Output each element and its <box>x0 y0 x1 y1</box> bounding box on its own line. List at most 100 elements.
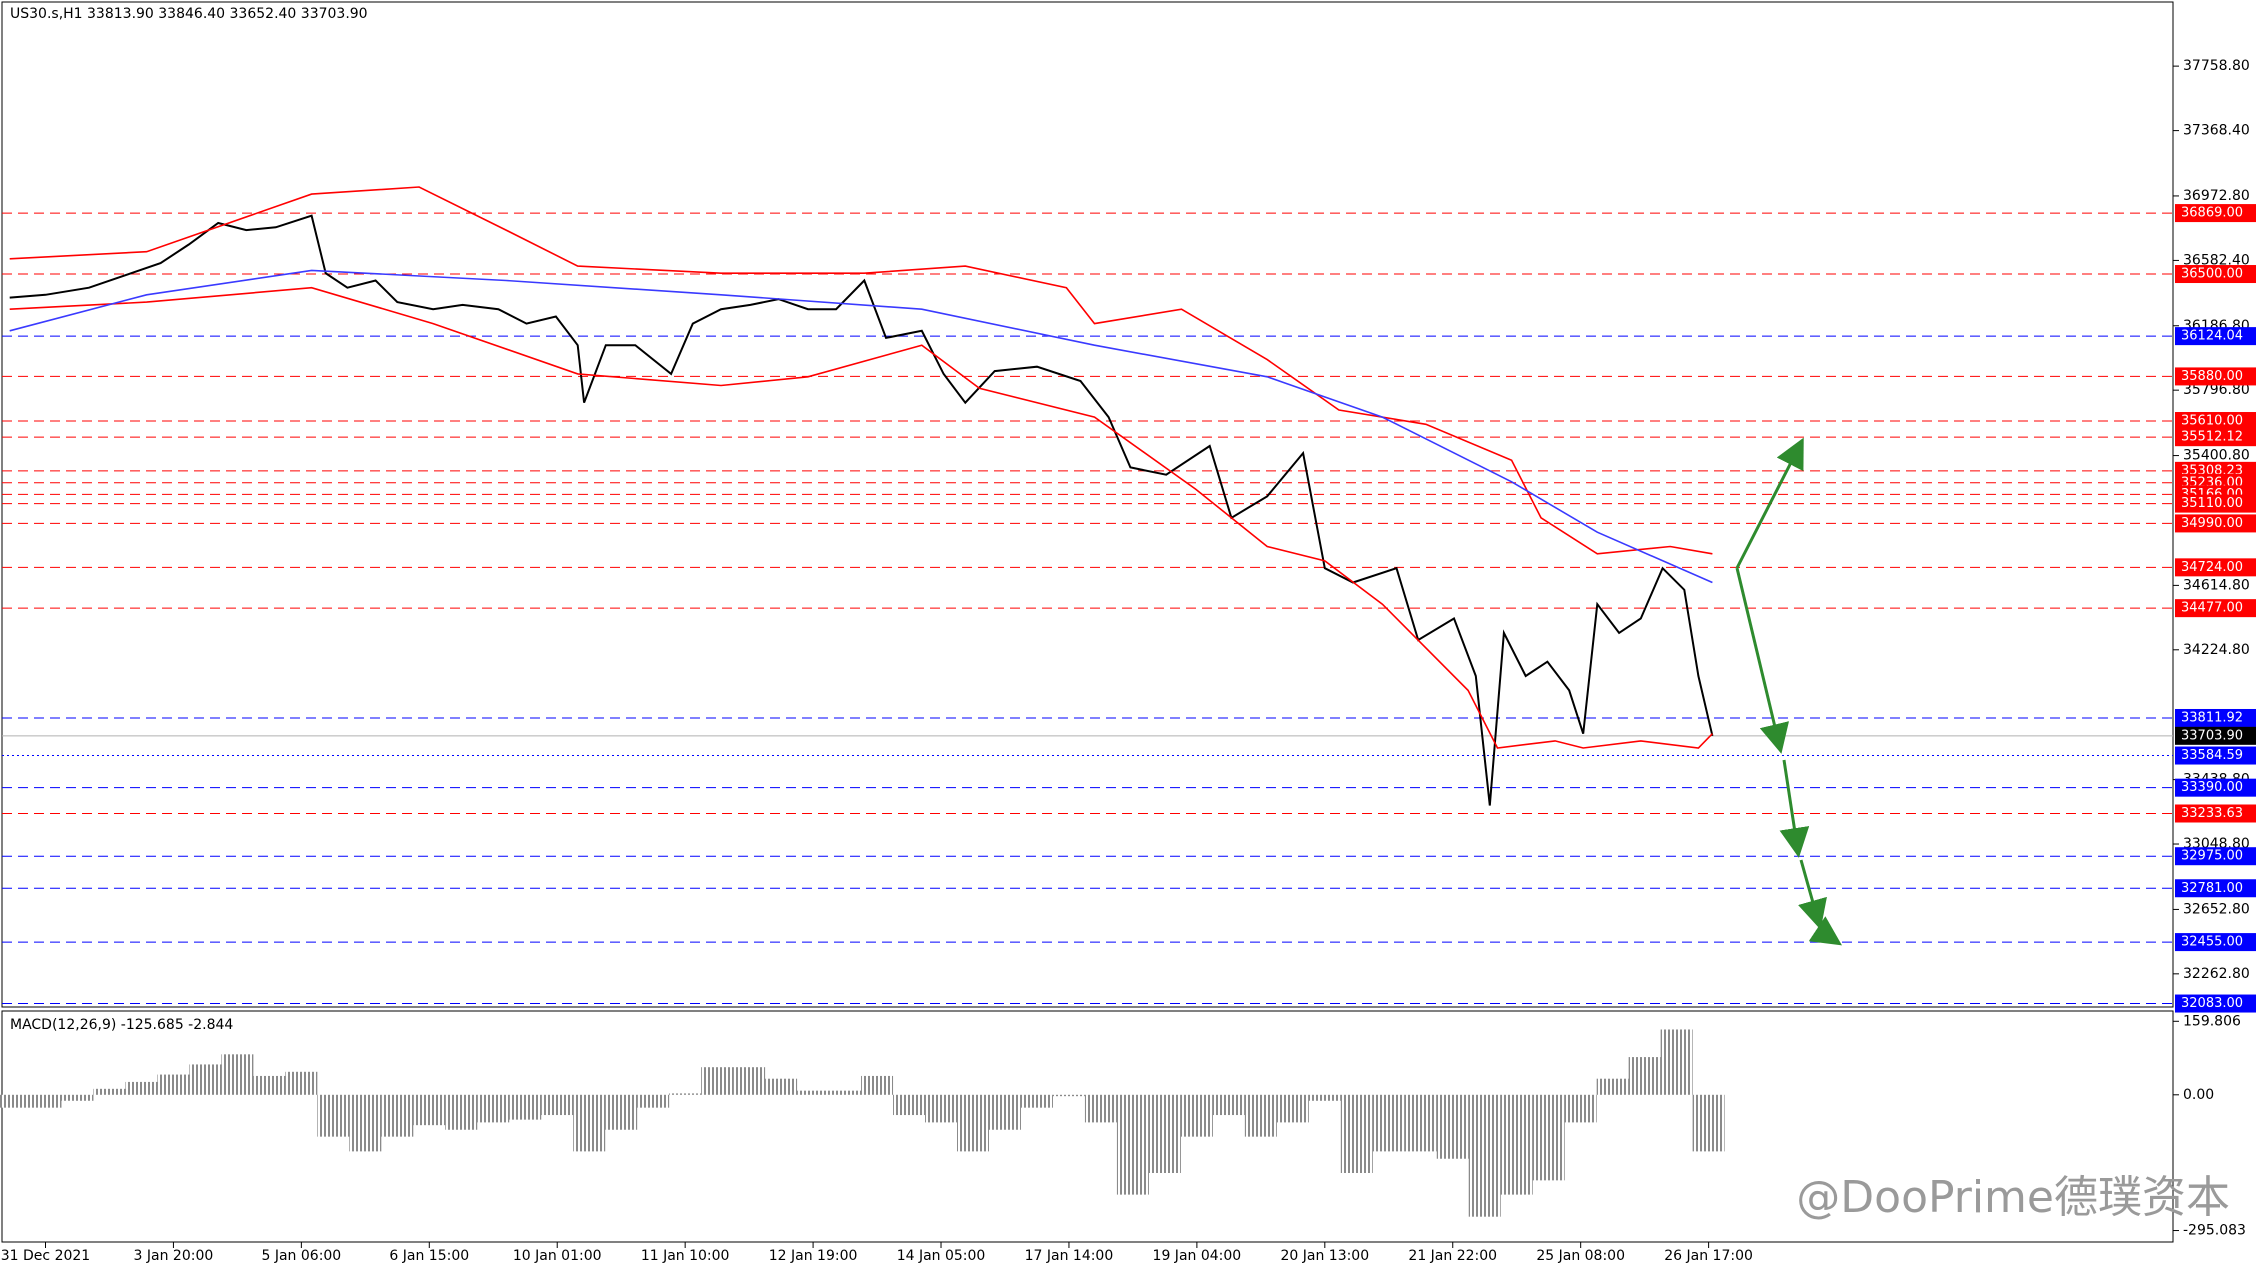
level-label-box <box>2175 804 2256 823</box>
level-label: 32781.00 <box>2181 881 2243 896</box>
macd-bar <box>573 1094 606 1152</box>
y-tick-label: 32652.80 <box>2183 901 2250 917</box>
level-label-box <box>2175 746 2256 765</box>
macd-bar <box>413 1094 446 1126</box>
macd-bar <box>317 1094 350 1137</box>
level-label: 35512.12 <box>2181 430 2243 445</box>
macd-bar <box>925 1094 958 1123</box>
level-label: 34990.00 <box>2181 516 2243 531</box>
macd-bar <box>1660 1029 1693 1095</box>
level-label-box <box>2175 599 2256 618</box>
watermark: @DooPrime德璞资本 <box>1796 1172 2230 1223</box>
forecast-arrows <box>1735 437 1842 946</box>
level-label-box <box>2175 367 2256 386</box>
x-tick-label: 20 Jan 13:00 <box>1280 1248 1369 1264</box>
macd-bar <box>477 1094 510 1123</box>
macd-bar <box>1276 1094 1309 1123</box>
macd-bar <box>381 1094 414 1137</box>
level-label-box <box>2175 933 2256 952</box>
macd-bar <box>1308 1094 1341 1101</box>
macd-bar <box>1532 1094 1565 1181</box>
indicator-line <box>9 269 1713 584</box>
y-tick-label: -295.083 <box>2183 1223 2246 1239</box>
level-label: 35110.00 <box>2181 496 2243 511</box>
macd-bar <box>1692 1094 1725 1152</box>
macd-bar <box>1052 1094 1085 1097</box>
macd-bar <box>0 1094 30 1108</box>
x-tick-label: 3 Jan 20:00 <box>134 1248 214 1264</box>
y-tick-label: 159.806 <box>2183 1013 2241 1029</box>
macd-bar <box>445 1094 478 1130</box>
macd-bar <box>701 1067 734 1095</box>
arrow-down <box>1735 567 1790 754</box>
macd-bar <box>189 1064 222 1095</box>
level-label: 34477.00 <box>2181 601 2243 616</box>
level-label: 32455.00 <box>2181 935 2243 950</box>
macd-bar <box>1596 1078 1629 1095</box>
macd-bar <box>669 1093 702 1095</box>
macd-bar <box>829 1090 862 1095</box>
macd-bar <box>1244 1094 1277 1137</box>
y-tick-label: 0.00 <box>2183 1087 2214 1103</box>
level-label-box <box>2175 708 2256 727</box>
x-tick-label: 5 Jan 06:00 <box>261 1248 341 1264</box>
level-label: 35880.00 <box>2181 369 2243 384</box>
last-price-label: 33703.90 <box>2181 728 2243 743</box>
indicator-line <box>9 186 1713 555</box>
x-tick-label: 25 Jan 08:00 <box>1536 1248 1625 1264</box>
level-label: 32083.00 <box>2181 996 2243 1011</box>
x-tick-label: 11 Jan 10:00 <box>641 1248 730 1264</box>
level-label-box <box>2175 778 2256 797</box>
macd-bar <box>541 1094 574 1116</box>
level-label-box <box>2175 879 2256 898</box>
macd-bar <box>1628 1057 1661 1095</box>
macd-bar <box>93 1088 126 1095</box>
level-label-box <box>2175 412 2256 431</box>
arrow-down <box>1808 916 1842 946</box>
arrow-down <box>1779 759 1810 858</box>
y-tick-label: 37758.80 <box>2183 58 2250 74</box>
level-label: 33233.63 <box>2181 806 2243 821</box>
level-label-box <box>2175 494 2256 513</box>
macd-bar <box>733 1067 766 1095</box>
arrow-up <box>1735 437 1804 569</box>
macd-bar <box>861 1075 894 1095</box>
arrow-down <box>1798 859 1827 930</box>
level-label: 35610.00 <box>2181 414 2243 429</box>
level-label: 34724.00 <box>2181 560 2243 575</box>
macd-bar <box>1372 1094 1405 1152</box>
x-tick-label: 21 Jan 22:00 <box>1408 1248 1497 1264</box>
macd-bar <box>61 1094 94 1101</box>
level-label: 33584.59 <box>2181 748 2243 763</box>
x-tick-label: 31 Dec 2021 <box>1 1248 90 1264</box>
macd-bar <box>1180 1094 1213 1137</box>
level-label: 32975.00 <box>2181 849 2243 864</box>
x-tick-label: 6 Jan 15:00 <box>389 1248 469 1264</box>
level-label: 36500.00 <box>2181 267 2243 282</box>
macd-bar <box>1468 1094 1501 1217</box>
macd-bar <box>1404 1094 1437 1152</box>
level-label-box <box>2175 514 2256 533</box>
level-label: 33811.92 <box>2181 710 2243 725</box>
level-label-box <box>2175 204 2256 223</box>
level-label-box <box>2175 327 2256 346</box>
macd-bar <box>125 1081 158 1095</box>
macd-bar <box>957 1094 989 1152</box>
level-label-box <box>2175 428 2256 447</box>
macd-bar <box>893 1094 926 1116</box>
level-label-box <box>2175 847 2256 866</box>
y-tick-label: 35400.80 <box>2183 448 2250 464</box>
y-tick-label: 32262.80 <box>2183 966 2250 982</box>
macd-bar <box>1500 1094 1533 1195</box>
level-label: 36869.00 <box>2181 206 2243 221</box>
indicator-line <box>9 286 1713 749</box>
y-tick-label: 35796.80 <box>2183 382 2250 398</box>
macd-bar <box>253 1075 286 1095</box>
macd-bar <box>1148 1094 1181 1173</box>
x-tick-label: 19 Jan 04:00 <box>1153 1248 1242 1264</box>
level-label: 33390.00 <box>2181 780 2243 795</box>
macd-bar <box>29 1094 62 1108</box>
level-label-box <box>2175 994 2256 1013</box>
chart-title: US30.s,H1 33813.90 33846.40 33652.40 337… <box>10 6 368 22</box>
macd-bar <box>605 1094 638 1130</box>
